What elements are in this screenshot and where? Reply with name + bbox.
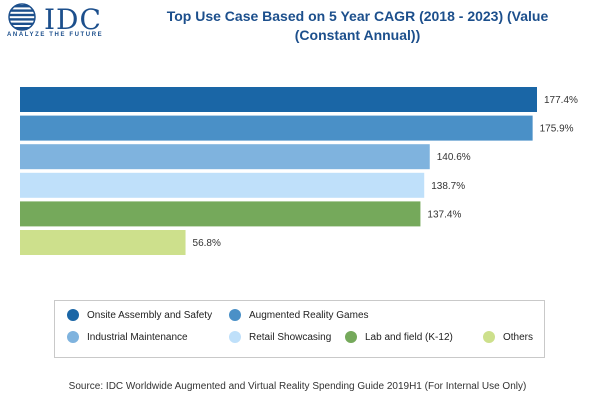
legend-swatch: [345, 331, 357, 343]
bar-value-label: 177.4%: [544, 95, 578, 106]
bar-augmented-reality-games: [20, 115, 533, 141]
chart-title: Top Use Case Based on 5 Year CAGR (2018 …: [130, 7, 585, 45]
legend-item: Others: [483, 331, 533, 343]
bar-retail-showcasing: [20, 172, 425, 198]
legend-swatch: [67, 331, 79, 343]
bar-value-label: 56.8%: [193, 238, 221, 249]
legend-swatch: [229, 331, 241, 343]
logo-tagline: ANALYZE THE FUTURE: [7, 32, 104, 38]
source-note: Source: IDC Worldwide Augmented and Virt…: [68, 381, 527, 392]
legend-label: Industrial Maintenance: [87, 331, 188, 343]
bar-value-label: 140.6%: [437, 152, 471, 163]
legend-item: Augmented Reality Games: [229, 309, 369, 321]
bar-value-label: 175.9%: [540, 124, 574, 135]
legend-swatch: [229, 309, 241, 321]
chart-legend: Onsite Assembly and Safety Augmented Real…: [54, 300, 545, 358]
chart-title-line-1: Top Use Case Based on 5 Year CAGR (2018 …: [166, 8, 549, 24]
bar-value-label: 138.7%: [431, 181, 465, 192]
bar-industrial-maintenance: [20, 144, 430, 170]
legend-label: Retail Showcasing: [249, 331, 332, 343]
legend-swatch: [483, 331, 495, 343]
bar-others: [20, 230, 186, 255]
bar-lab-and-field-k-12: [20, 201, 421, 227]
bar-onsite-assembly-and-safety: [20, 87, 537, 112]
legend-item: Lab and field (K-12): [345, 331, 453, 343]
legend-label: Onsite Assembly and Safety: [87, 309, 213, 321]
legend-item: Retail Showcasing: [229, 331, 331, 343]
idc-logo: IDC ANALYZE THE FUTURE: [4, 2, 130, 42]
logo-wordmark: IDC: [44, 3, 102, 36]
globe-icon: [8, 3, 36, 31]
bar-chart: 177.4% 175.9% 140.6% 138.7% 137.4% 56.8%: [20, 87, 578, 255]
legend-item: Industrial Maintenance: [67, 331, 188, 343]
legend-label: Lab and field (K-12): [365, 331, 453, 343]
legend-item: Onsite Assembly and Safety: [67, 309, 212, 321]
legend-label: Augmented Reality Games: [249, 309, 369, 321]
legend-swatch: [67, 309, 79, 321]
bar-value-label: 137.4%: [427, 209, 461, 220]
legend-label: Others: [503, 331, 534, 343]
chart-title-line-2: (Constant Annual)): [294, 27, 421, 43]
